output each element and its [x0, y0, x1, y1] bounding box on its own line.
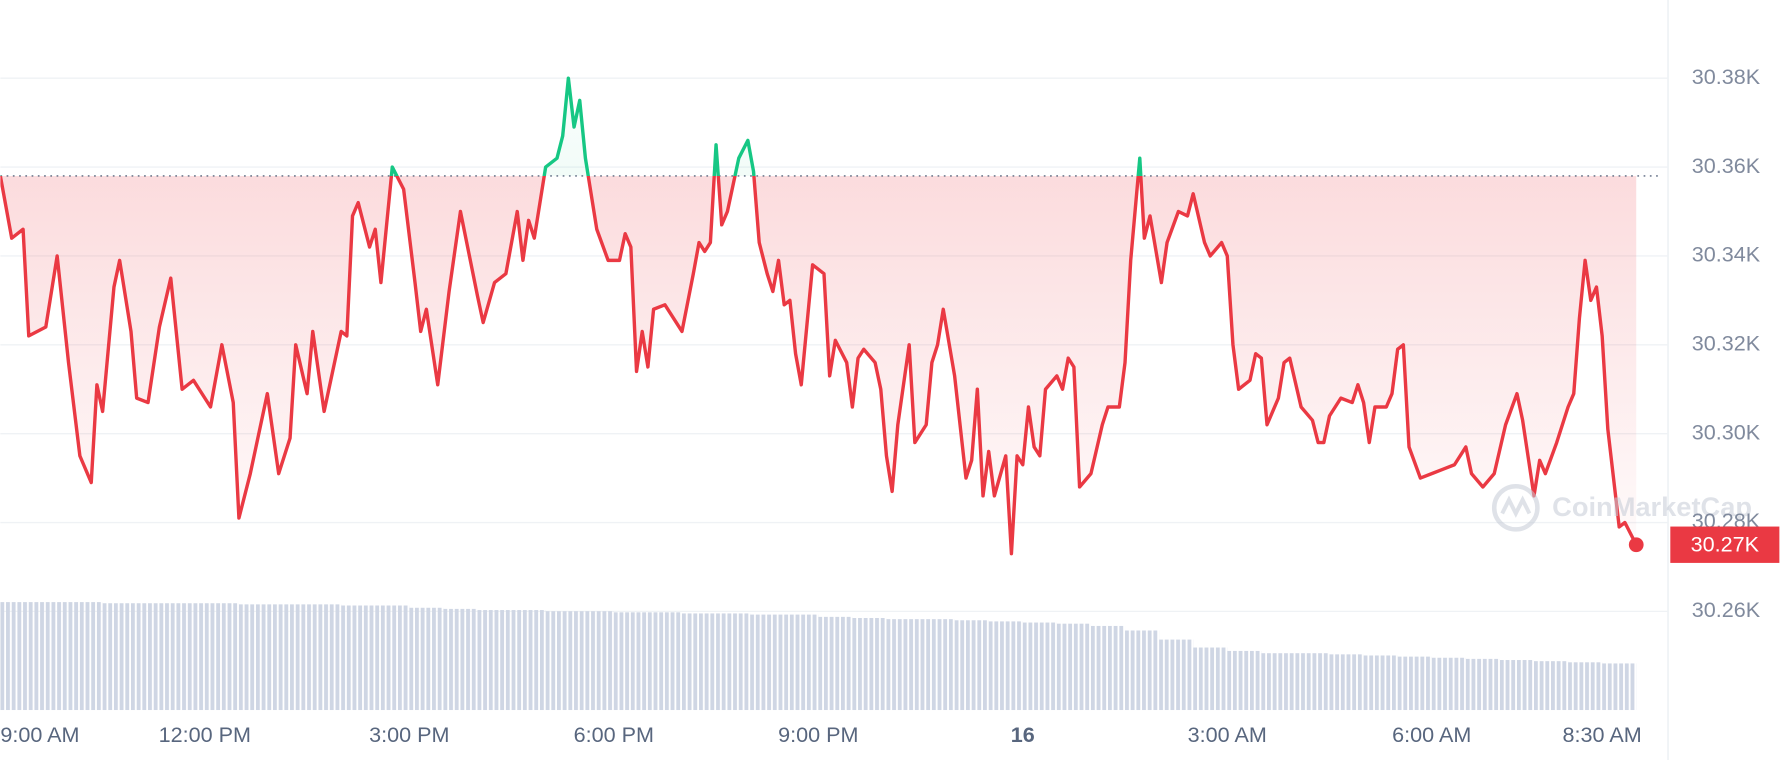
volume-bar: [681, 613, 717, 711]
volume-bar: [1261, 653, 1296, 711]
volume-bar: [238, 604, 274, 711]
x-tick-label: 6:00 PM: [574, 722, 654, 747]
volume-bar: [1193, 647, 1228, 711]
volume-bar: [1056, 623, 1091, 711]
volume-bar: [613, 612, 648, 711]
last-price-dot: [1628, 537, 1644, 553]
volume-bar: [750, 614, 785, 711]
x-tick-label: 9:00 PM: [778, 722, 858, 747]
x-tick-label: 3:00 AM: [1188, 722, 1267, 747]
volume-bar: [375, 605, 410, 711]
volume-bar: [136, 603, 171, 711]
volume-bar: [920, 619, 955, 711]
volume-bars: [0, 602, 1637, 711]
x-tick-label: 12:00 PM: [159, 722, 251, 747]
volume-bar: [1568, 662, 1603, 711]
volume-bar: [443, 608, 478, 711]
volume-bar: [579, 611, 614, 711]
volume-bar: [170, 603, 205, 711]
volume-bar: [0, 602, 35, 711]
volume-bar: [818, 616, 853, 711]
volume-bar: [307, 604, 342, 711]
volume-bar: [1465, 658, 1500, 711]
watermark: CoinMarketCap: [1491, 483, 1752, 532]
volume-bar: [1329, 654, 1364, 711]
volume-bar: [341, 605, 376, 711]
volume-bar: [1125, 630, 1160, 711]
last-price-tag: [1670, 526, 1780, 563]
volume-bar: [102, 603, 137, 711]
price-line-down: [0, 175, 1638, 556]
y-tick-label: 30.26K: [1692, 597, 1761, 622]
area-down: [0, 175, 1637, 554]
x-tick-label: 6:00 AM: [1392, 722, 1471, 747]
volume-bar: [1431, 657, 1466, 711]
volume-bar: [477, 610, 512, 711]
volume-bar: [852, 617, 887, 711]
volume-bar: [1090, 625, 1126, 711]
volume-bar: [784, 614, 819, 711]
volume-bar: [716, 613, 751, 711]
x-tick-label: 8:30 AM: [1563, 722, 1642, 747]
volume-bar: [545, 611, 580, 711]
volume-bar: [409, 607, 444, 711]
volume-bar: [1022, 622, 1057, 711]
watermark-text: CoinMarketCap: [1552, 491, 1752, 522]
watermark-logo: [1491, 483, 1540, 532]
volume-bar: [34, 602, 69, 711]
volume-bar: [1363, 655, 1398, 711]
volume-bar: [204, 603, 239, 711]
watermark-logo-mark: [1500, 495, 1532, 518]
volume-bar: [954, 620, 989, 711]
y-tick-label: 30.38K: [1692, 64, 1761, 89]
y-tick-label: 30.32K: [1692, 330, 1761, 355]
volume-bar: [1499, 660, 1534, 711]
volume-bar: [273, 604, 308, 711]
volume-bar: [1602, 663, 1637, 711]
x-tick-label: 3:00 PM: [369, 722, 449, 747]
y-tick-label: 30.30K: [1692, 419, 1761, 444]
volume-bar: [886, 619, 921, 711]
plot: [0, 76, 1659, 556]
volume-bar: [1397, 656, 1432, 711]
volume-bar: [1295, 653, 1330, 711]
volume-bar: [647, 612, 682, 711]
x-tick-label: 16: [1011, 722, 1035, 747]
volume-bar: [511, 610, 546, 711]
volume-bar: [68, 602, 103, 711]
axes: 30.26K30.28K30.30K30.32K30.34K30.36K30.3…: [0, 64, 1780, 747]
volume-bar: [988, 621, 1023, 711]
last-price-label: 30.27K: [1691, 532, 1760, 557]
y-tick-label: 30.34K: [1692, 242, 1761, 267]
volume-bar: [1227, 650, 1262, 711]
y-tick-label: 30.36K: [1692, 153, 1761, 178]
volume-bar: [1533, 661, 1569, 711]
x-tick-label: 9:00 AM: [0, 722, 79, 747]
volume-bar: [1159, 639, 1194, 711]
